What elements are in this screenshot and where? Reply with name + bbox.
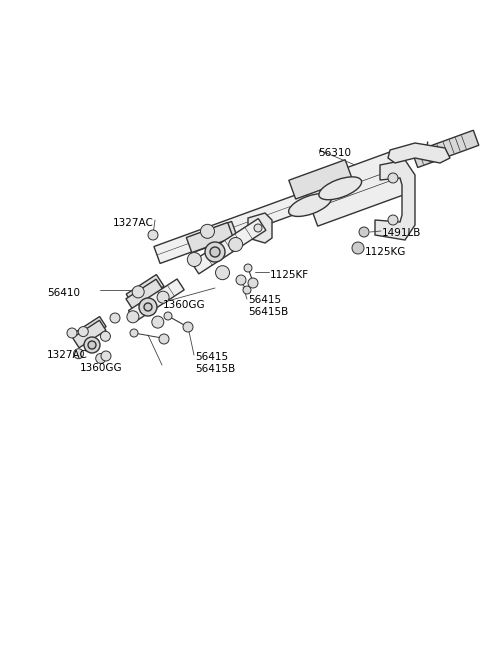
- Polygon shape: [289, 160, 352, 199]
- Circle shape: [78, 327, 88, 337]
- Polygon shape: [73, 316, 106, 344]
- Circle shape: [84, 337, 100, 353]
- Circle shape: [388, 173, 398, 183]
- Polygon shape: [302, 151, 407, 226]
- Circle shape: [100, 331, 110, 341]
- Circle shape: [254, 224, 262, 232]
- Circle shape: [248, 278, 258, 288]
- Circle shape: [187, 253, 201, 267]
- Circle shape: [96, 354, 106, 364]
- Circle shape: [127, 311, 139, 323]
- Text: 56310: 56310: [318, 148, 351, 158]
- Circle shape: [228, 238, 243, 252]
- Text: 56415B: 56415B: [195, 364, 235, 374]
- Polygon shape: [191, 219, 266, 274]
- Circle shape: [352, 242, 364, 254]
- Polygon shape: [388, 143, 450, 163]
- Polygon shape: [126, 274, 164, 306]
- Polygon shape: [248, 213, 272, 243]
- Polygon shape: [154, 180, 343, 263]
- Circle shape: [144, 303, 152, 311]
- Polygon shape: [72, 320, 106, 348]
- Circle shape: [164, 312, 172, 320]
- Circle shape: [148, 230, 158, 240]
- Text: 1491LB: 1491LB: [382, 228, 421, 238]
- Polygon shape: [375, 160, 415, 240]
- Text: 1125KF: 1125KF: [270, 270, 309, 280]
- Circle shape: [205, 242, 225, 262]
- Text: 56415: 56415: [195, 352, 228, 362]
- Circle shape: [157, 291, 169, 303]
- Circle shape: [243, 286, 251, 294]
- Text: 56415B: 56415B: [248, 307, 288, 317]
- Circle shape: [101, 351, 111, 361]
- Polygon shape: [186, 223, 233, 253]
- Circle shape: [244, 264, 252, 272]
- Text: 56415: 56415: [248, 295, 281, 305]
- Circle shape: [132, 286, 144, 298]
- Circle shape: [201, 224, 215, 238]
- Text: 1327AC: 1327AC: [113, 218, 154, 228]
- Ellipse shape: [319, 177, 361, 200]
- Text: 1327AC: 1327AC: [47, 350, 88, 360]
- Circle shape: [359, 227, 369, 237]
- Circle shape: [216, 266, 229, 280]
- Circle shape: [210, 247, 220, 257]
- Polygon shape: [190, 221, 237, 252]
- Ellipse shape: [288, 194, 331, 216]
- Circle shape: [73, 348, 84, 359]
- Polygon shape: [126, 279, 164, 310]
- Text: 56410: 56410: [47, 288, 80, 298]
- Circle shape: [236, 275, 246, 285]
- Circle shape: [183, 322, 193, 332]
- Circle shape: [388, 215, 398, 225]
- Polygon shape: [129, 279, 184, 322]
- Polygon shape: [412, 130, 479, 168]
- Circle shape: [159, 334, 169, 344]
- Circle shape: [67, 328, 77, 338]
- Text: 1125KG: 1125KG: [365, 247, 407, 257]
- Circle shape: [152, 316, 164, 328]
- Text: 1360GG: 1360GG: [163, 300, 205, 310]
- Circle shape: [130, 329, 138, 337]
- Text: 1360GG: 1360GG: [80, 363, 122, 373]
- Circle shape: [139, 298, 157, 316]
- Circle shape: [110, 313, 120, 323]
- Circle shape: [88, 341, 96, 349]
